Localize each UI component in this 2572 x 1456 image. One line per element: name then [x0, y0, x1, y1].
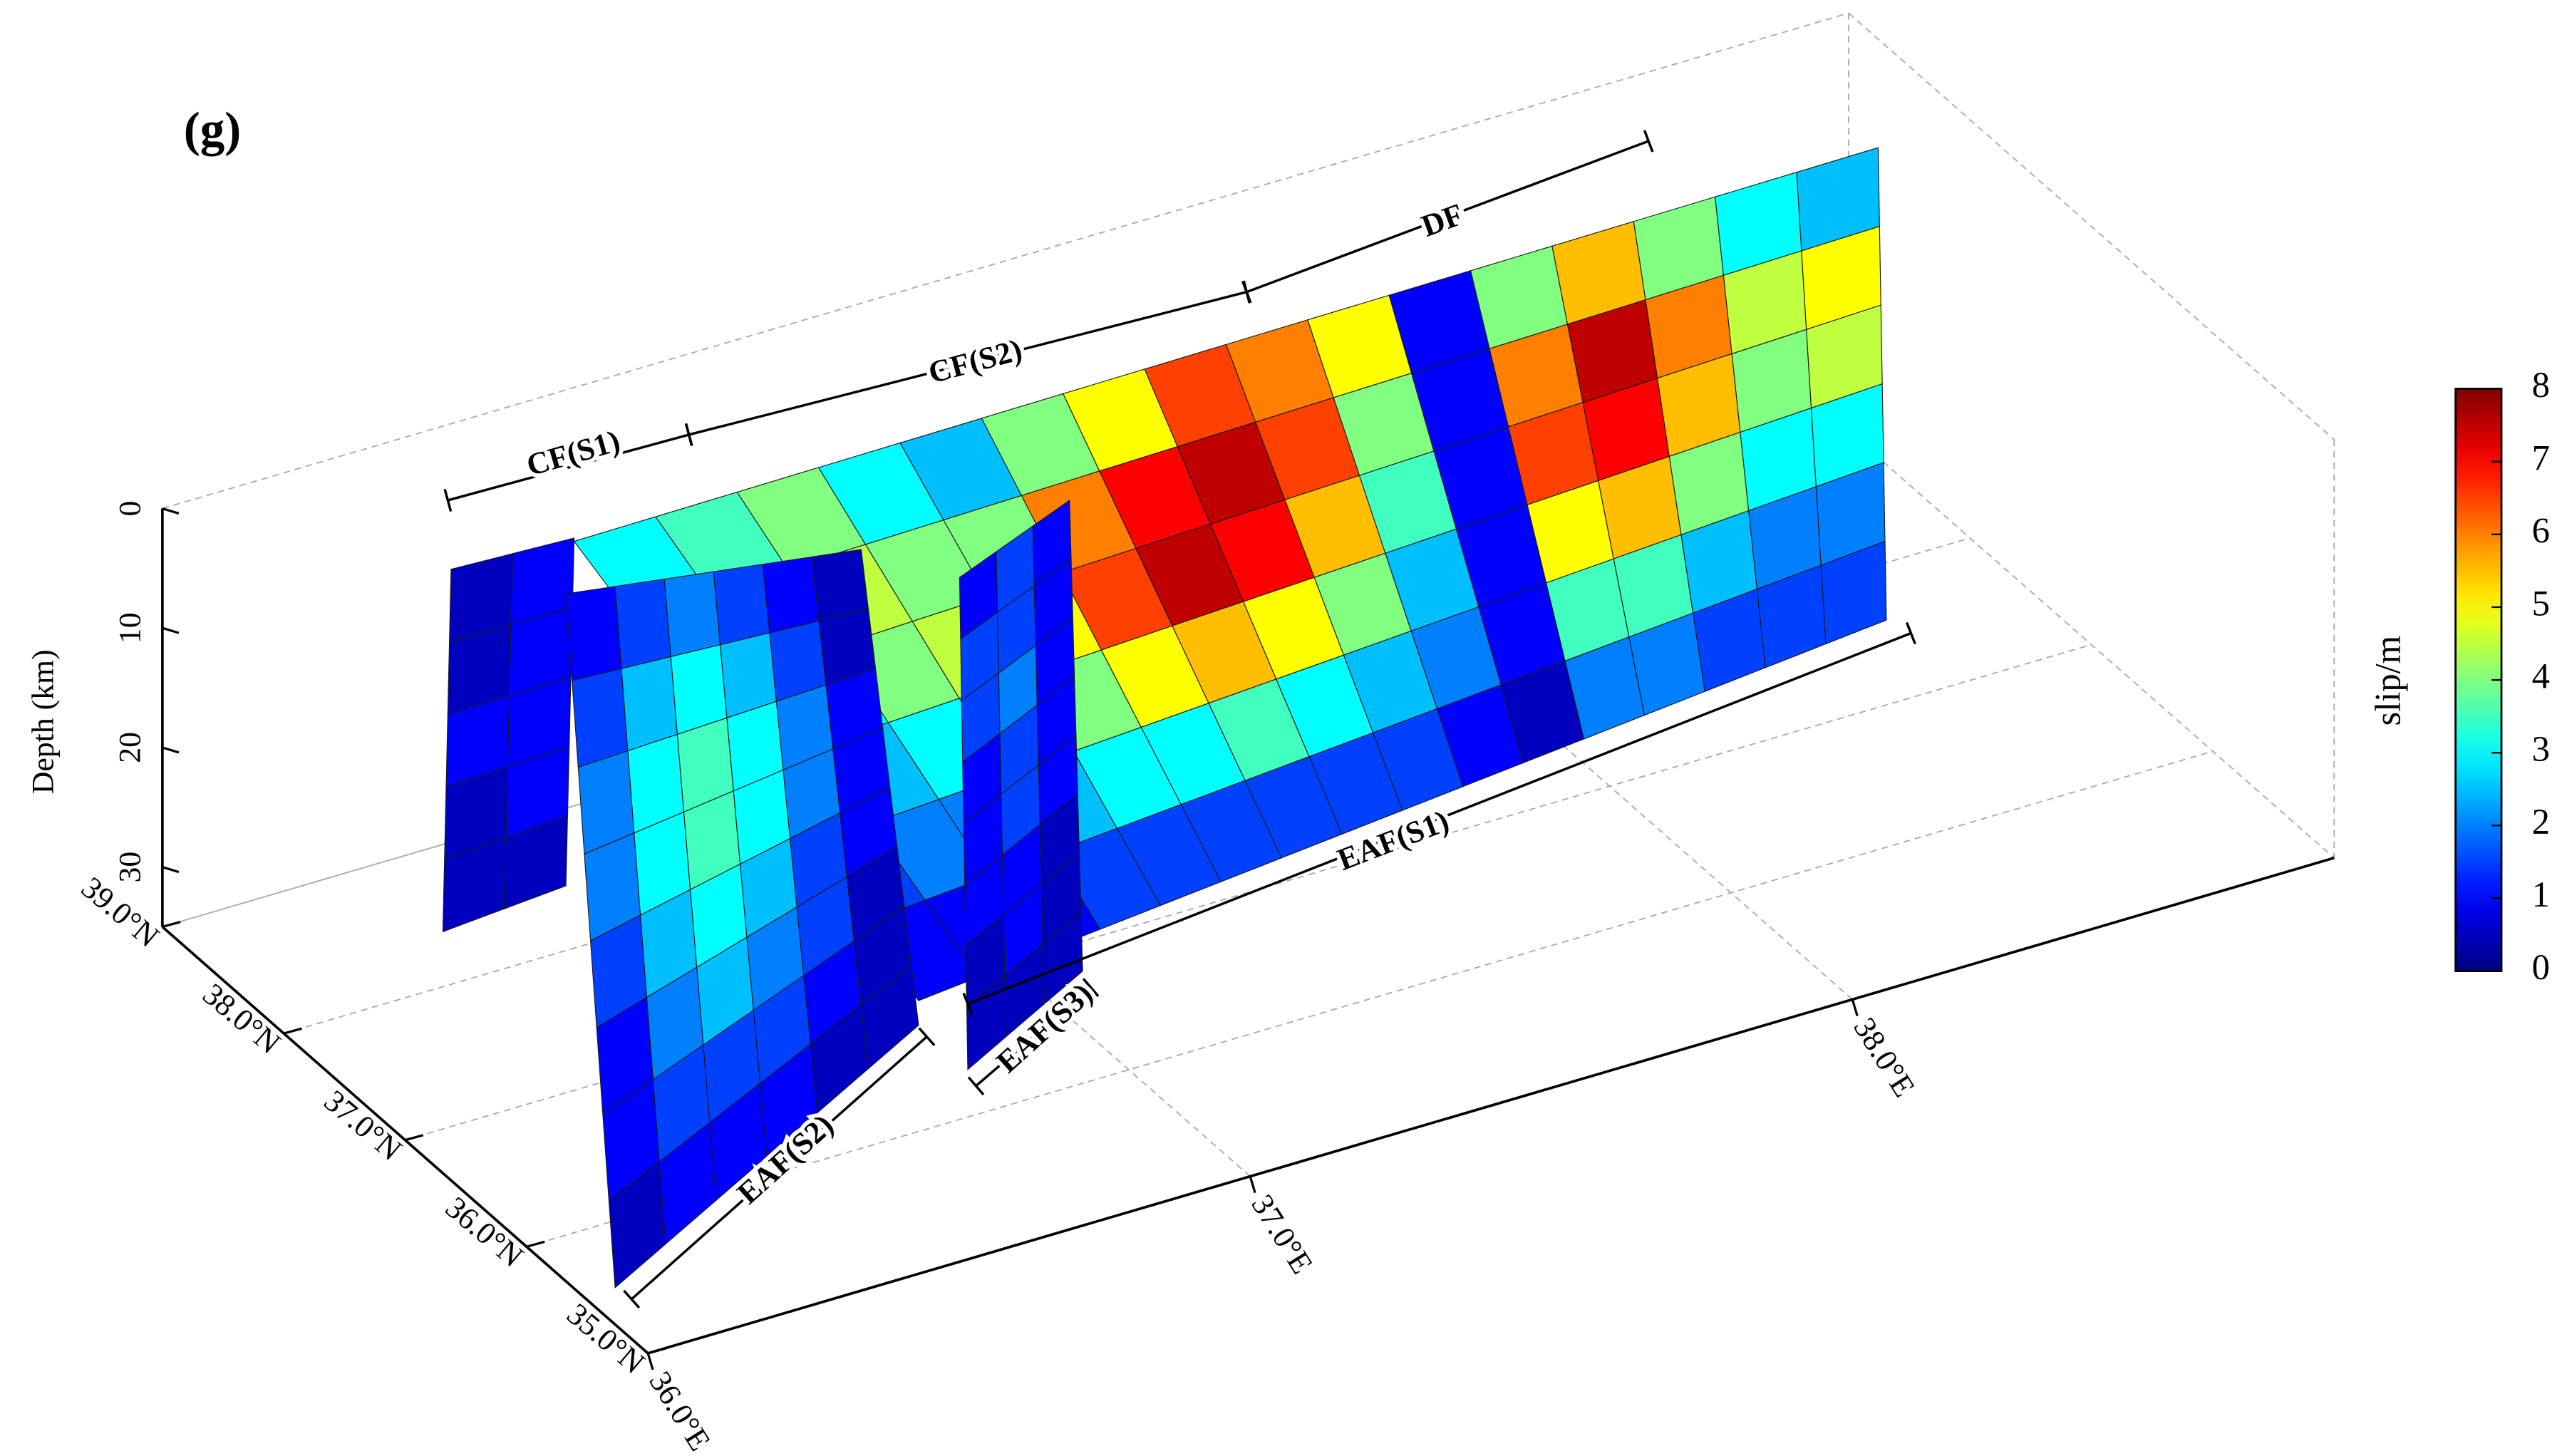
- box-edge: [1848, 12, 2335, 440]
- y-tick: [162, 921, 181, 929]
- bracket-end: [1082, 978, 1100, 997]
- colorbar-tick-label: 5: [2532, 584, 2550, 624]
- fault-label: CF(S2): [925, 333, 1026, 391]
- y-tick-label: 39.0°N: [75, 870, 165, 954]
- slip-patch: [811, 549, 869, 621]
- colorbar-tick-label: 8: [2532, 365, 2550, 405]
- colorbar-tick-label: 7: [2532, 438, 2550, 477]
- slip-patch: [762, 556, 820, 634]
- grid-line: [526, 750, 2214, 1248]
- slip-patch: [663, 571, 721, 658]
- z-tick-label: 0: [113, 501, 147, 517]
- fault-bracket: [967, 631, 1912, 1006]
- slip-patch: [860, 965, 919, 1070]
- box-edge: [162, 12, 1849, 510]
- fault-bracket: [975, 986, 1092, 1088]
- bracket-end: [967, 1076, 985, 1096]
- y-tick: [405, 1134, 424, 1142]
- fault-plane: [565, 549, 919, 1289]
- fault-bracket: [447, 433, 690, 502]
- fault-plane: [959, 499, 1083, 1070]
- bracket-end: [962, 993, 973, 1016]
- bracket-end: [685, 423, 693, 447]
- colorbar-tick-label: 6: [2532, 510, 2550, 550]
- z-tick-label: 20: [113, 732, 147, 763]
- panel-label: (g): [184, 102, 242, 157]
- z-tick: [162, 626, 180, 634]
- z-axis-label: Depth (km): [26, 649, 60, 794]
- colorbar-tick-label: 4: [2532, 656, 2550, 696]
- y-tick-label: 38.0°N: [196, 977, 286, 1060]
- colorbar-tick-label: 0: [2532, 947, 2550, 987]
- z-tick: [162, 866, 180, 874]
- x-tick: [646, 1353, 654, 1370]
- z-tick-label: 10: [113, 612, 147, 644]
- fault-bracket: [630, 1036, 928, 1301]
- x-tick-label: 36.0°E: [642, 1365, 717, 1456]
- y-tick-label: 37.0°N: [318, 1084, 408, 1167]
- slip-patch: [614, 578, 671, 669]
- z-tick: [162, 746, 180, 754]
- x-tick: [1249, 1176, 1256, 1194]
- y-tick: [526, 1240, 545, 1248]
- fault-plane: [442, 537, 575, 933]
- bracket-end: [1905, 621, 1916, 645]
- x-tick-label: 38.0°E: [1847, 1012, 1921, 1103]
- y-tick-label: 36.0°N: [439, 1190, 530, 1274]
- x-tick: [1851, 998, 1859, 1016]
- slip-patch: [1820, 540, 1887, 645]
- fault-label: DF: [1417, 197, 1468, 244]
- bracket-end: [918, 1027, 936, 1046]
- z-tick-label: 30: [113, 852, 147, 883]
- x-axis: [647, 857, 2335, 1355]
- y-tick: [283, 1027, 302, 1035]
- slip-patch: [713, 564, 770, 646]
- y-tick: [647, 1347, 666, 1355]
- z-tick: [162, 507, 180, 515]
- slip-patch: [504, 815, 568, 909]
- slip-patch: [572, 668, 629, 768]
- colorbar-tick-label: 3: [2532, 729, 2550, 769]
- bracket-end: [443, 489, 453, 512]
- colorbar-tick-label: 1: [2532, 874, 2550, 914]
- slip-patch: [565, 586, 622, 681]
- bracket-end: [1241, 281, 1252, 304]
- fault-label: CF(S1): [523, 424, 624, 483]
- bracket-end: [623, 1289, 641, 1309]
- y-tick-label: 35.0°N: [560, 1297, 651, 1380]
- slip-patch: [1042, 911, 1083, 1005]
- fault-bracket: [1246, 140, 1649, 294]
- fault-bracket: [688, 291, 1247, 436]
- x-tick-label: 37.0°E: [1244, 1189, 1319, 1280]
- bracket-end: [1643, 130, 1654, 153]
- colorbar-label: slip/m: [2367, 636, 2407, 726]
- colorbar-tick-label: 2: [2532, 802, 2550, 842]
